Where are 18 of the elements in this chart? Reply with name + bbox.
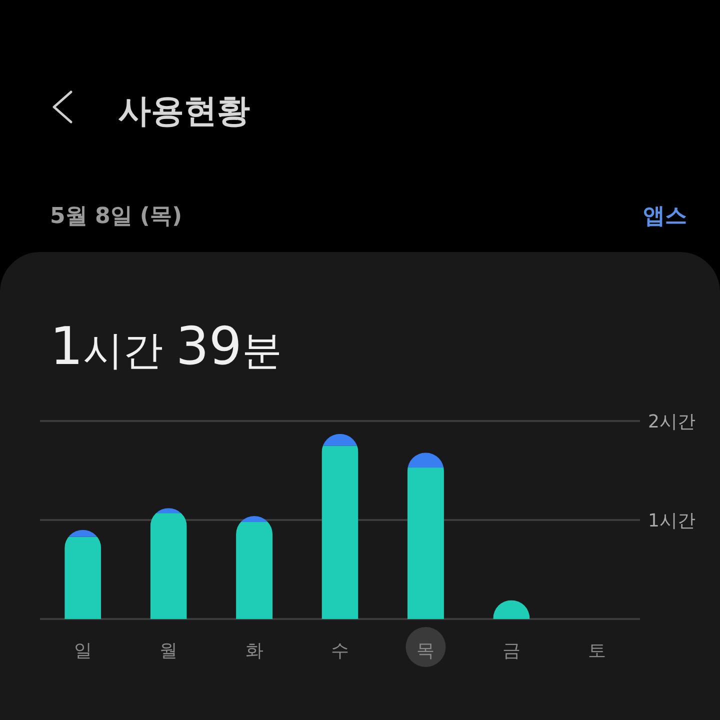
chart-title: 사용현황 [118, 91, 250, 130]
bar [236, 522, 273, 619]
bar [322, 446, 358, 619]
chart-subtitle: 5월 8일 (목) [50, 204, 182, 229]
text: 앱스 [643, 204, 687, 229]
x-tick-label: 월 [160, 640, 178, 662]
x-tick-label: 토 [588, 640, 606, 662]
x-tick-label: 수 [331, 640, 349, 662]
bar [64, 536, 102, 619]
x-tick-label: 목 [416, 640, 435, 662]
x-tick-label: 화 [245, 640, 264, 662]
bar [407, 468, 444, 619]
y-tick-label: 2시간 [648, 411, 696, 432]
x-tick-label: 금 [502, 640, 520, 662]
x-tick-label: 일 [74, 640, 92, 662]
y-tick-label: 1시간 [648, 510, 696, 532]
text: 1시간 39분 [50, 317, 282, 377]
bar [150, 513, 187, 619]
